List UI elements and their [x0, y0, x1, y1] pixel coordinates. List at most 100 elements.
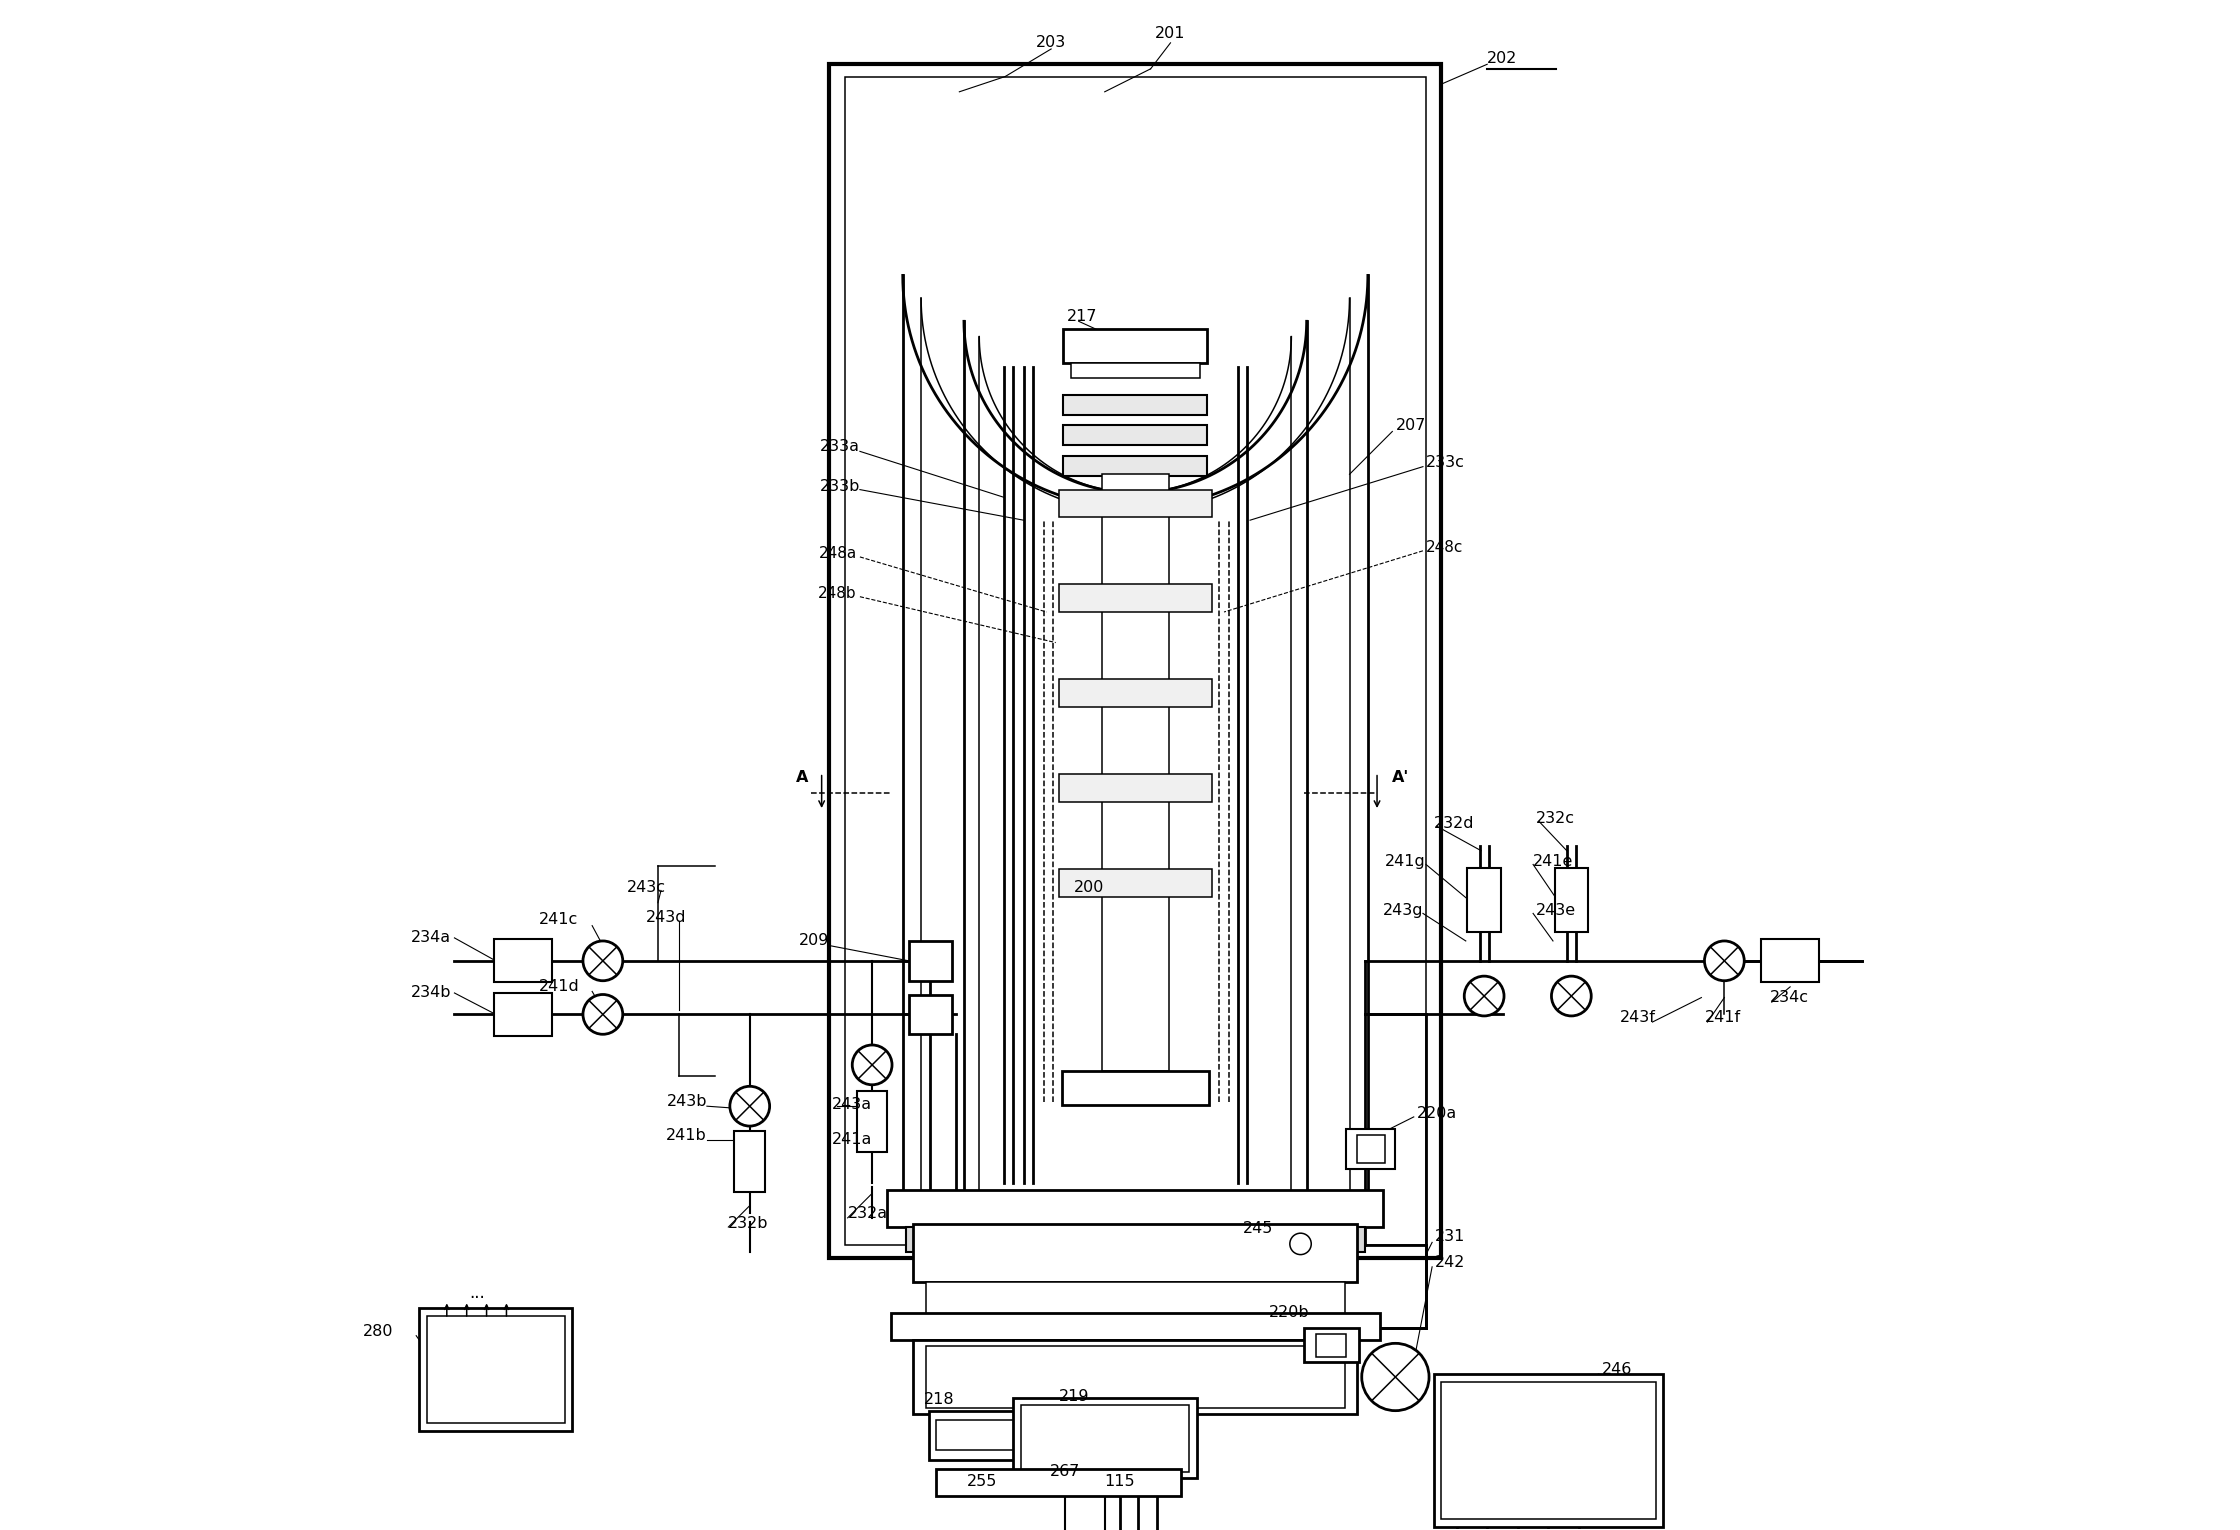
Text: 232c: 232c: [1537, 811, 1575, 826]
Bar: [495, 939, 553, 982]
Bar: [1064, 329, 1207, 363]
Bar: [1467, 868, 1501, 932]
Text: 243g: 243g: [1382, 903, 1422, 918]
Bar: [936, 1469, 1180, 1496]
Bar: [1346, 1129, 1396, 1169]
Text: ...: ...: [470, 1284, 486, 1302]
Text: 241a: 241a: [833, 1132, 874, 1148]
Bar: [909, 941, 952, 981]
Text: 220b: 220b: [1270, 1305, 1310, 1320]
Text: 232b: 232b: [728, 1216, 768, 1232]
Bar: [829, 64, 1440, 1258]
Circle shape: [1705, 941, 1745, 981]
Bar: [1021, 1405, 1189, 1472]
Bar: [419, 1308, 571, 1431]
Text: 241f: 241f: [1705, 1010, 1740, 1025]
Bar: [892, 1313, 1380, 1340]
Circle shape: [1465, 976, 1503, 1016]
Bar: [1315, 1334, 1346, 1357]
Text: 233a: 233a: [820, 439, 860, 454]
Text: 234b: 234b: [410, 985, 452, 1001]
Text: 232a: 232a: [847, 1206, 887, 1221]
Bar: [914, 1224, 1357, 1282]
Text: 241c: 241c: [538, 912, 578, 927]
Bar: [1761, 939, 1819, 982]
Circle shape: [1290, 1233, 1310, 1255]
Bar: [735, 1131, 766, 1192]
Bar: [1060, 584, 1212, 612]
Text: 218: 218: [925, 1392, 954, 1408]
Bar: [1357, 1135, 1384, 1163]
Text: A: A: [795, 770, 809, 785]
Bar: [905, 1227, 1364, 1252]
Bar: [1064, 456, 1207, 476]
Text: 248a: 248a: [818, 546, 858, 562]
Bar: [909, 994, 952, 1034]
Text: 243a: 243a: [833, 1097, 874, 1112]
Bar: [1060, 679, 1212, 707]
Bar: [1064, 395, 1207, 415]
Text: 267: 267: [1051, 1464, 1080, 1480]
Bar: [1071, 363, 1201, 378]
Bar: [930, 1411, 1142, 1460]
Bar: [1555, 868, 1588, 932]
Bar: [1012, 1398, 1196, 1478]
Text: 201: 201: [1156, 26, 1185, 41]
Circle shape: [851, 1045, 892, 1085]
Text: 217: 217: [1066, 309, 1098, 324]
Text: 248b: 248b: [818, 586, 858, 601]
Text: 245: 245: [1243, 1221, 1272, 1236]
Bar: [1434, 1374, 1662, 1527]
Text: 233c: 233c: [1427, 454, 1465, 470]
Bar: [1102, 474, 1169, 1071]
Circle shape: [1552, 976, 1590, 1016]
Bar: [925, 1346, 1344, 1408]
Text: 203: 203: [1037, 35, 1066, 50]
Bar: [428, 1316, 564, 1423]
Bar: [858, 1091, 887, 1152]
Bar: [887, 1190, 1382, 1227]
Circle shape: [730, 1086, 771, 1126]
Bar: [936, 1420, 1136, 1450]
Text: 280: 280: [363, 1323, 394, 1339]
Bar: [1304, 1328, 1360, 1362]
Text: A': A': [1393, 770, 1409, 785]
Bar: [925, 1282, 1344, 1316]
Text: 231: 231: [1436, 1229, 1465, 1244]
Bar: [914, 1340, 1357, 1414]
Bar: [495, 993, 553, 1036]
Text: 248c: 248c: [1427, 540, 1463, 555]
Text: 220a: 220a: [1418, 1106, 1456, 1121]
Text: 243b: 243b: [668, 1094, 708, 1109]
Circle shape: [1362, 1343, 1429, 1411]
Text: 243d: 243d: [645, 910, 685, 926]
Bar: [1064, 425, 1207, 445]
Bar: [1060, 869, 1212, 897]
Text: 255: 255: [968, 1473, 997, 1489]
Text: 232d: 232d: [1434, 815, 1474, 831]
Text: 243c: 243c: [627, 880, 665, 895]
Bar: [1440, 1382, 1655, 1519]
Text: 207: 207: [1396, 418, 1427, 433]
Text: 242: 242: [1436, 1255, 1465, 1270]
Text: 209: 209: [800, 933, 829, 949]
Bar: [1064, 1478, 1104, 1530]
Text: 241g: 241g: [1384, 854, 1427, 869]
Text: 241e: 241e: [1532, 854, 1572, 869]
Text: 219: 219: [1060, 1389, 1089, 1405]
Text: 241d: 241d: [538, 979, 580, 995]
Bar: [1060, 774, 1212, 802]
Text: 115: 115: [1104, 1473, 1136, 1489]
Circle shape: [582, 994, 623, 1034]
Text: 234a: 234a: [412, 930, 452, 946]
Text: 241b: 241b: [665, 1128, 708, 1143]
Text: 202: 202: [1487, 50, 1516, 66]
Bar: [844, 76, 1427, 1245]
Text: 243f: 243f: [1620, 1010, 1655, 1025]
Text: 243e: 243e: [1537, 903, 1577, 918]
Text: 234c: 234c: [1770, 990, 1810, 1005]
Text: 200: 200: [1075, 880, 1104, 895]
Bar: [1060, 490, 1212, 517]
Bar: [1062, 1071, 1210, 1105]
Text: 246: 246: [1602, 1362, 1633, 1377]
